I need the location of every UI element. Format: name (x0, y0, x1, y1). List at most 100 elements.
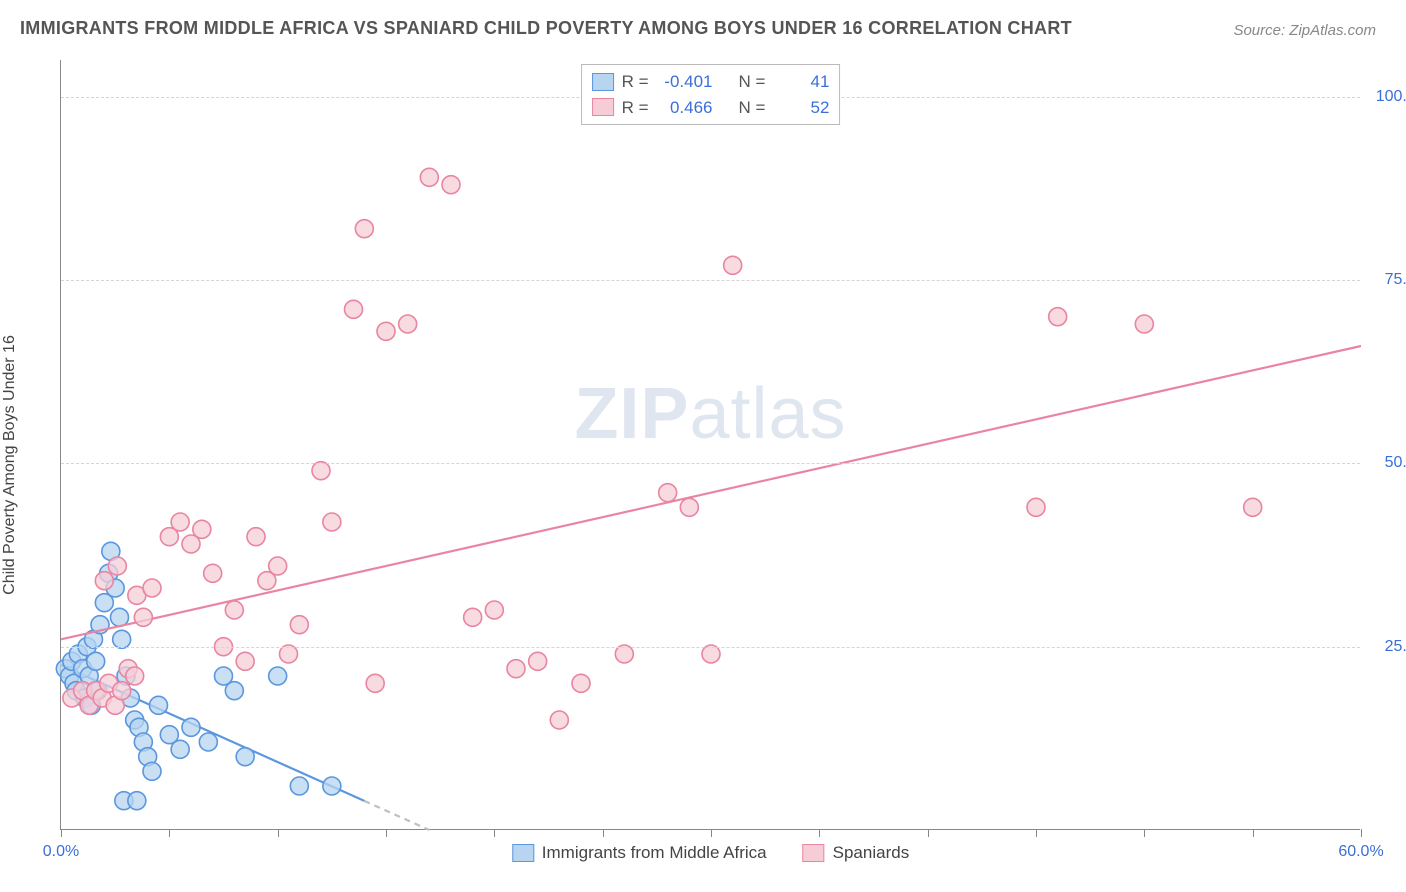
correlation-legend: R = -0.401 N = 41 R = 0.466 N = 52 (581, 64, 841, 125)
data-point (1049, 308, 1067, 326)
n-label: N = (739, 95, 766, 121)
x-tick (1253, 829, 1254, 837)
gridline (61, 280, 1360, 281)
scatter-svg-layer (61, 60, 1360, 829)
legend-item-spaniards: Spaniards (803, 843, 910, 863)
data-point (507, 660, 525, 678)
x-tick (386, 829, 387, 837)
swatch-spaniards (592, 98, 614, 116)
data-point (420, 168, 438, 186)
data-point (345, 300, 363, 318)
data-point (1027, 498, 1045, 516)
n-label: N = (739, 69, 766, 95)
data-point (659, 484, 677, 502)
data-point (236, 652, 254, 670)
legend-item-immigrants: Immigrants from Middle Africa (512, 843, 767, 863)
n-value-immigrants: 41 (773, 69, 829, 95)
x-tick (1036, 829, 1037, 837)
data-point (464, 608, 482, 626)
data-point (399, 315, 417, 333)
x-tick (1361, 829, 1362, 837)
data-point (550, 711, 568, 729)
data-point (171, 740, 189, 758)
series-legend: Immigrants from Middle Africa Spaniards (512, 843, 909, 863)
data-point (572, 674, 590, 692)
plot-area: ZIPatlas R = -0.401 N = 41 R = 0.466 N =… (60, 60, 1360, 830)
x-tick (819, 829, 820, 837)
x-tick (603, 829, 604, 837)
r-value-immigrants: -0.401 (657, 69, 713, 95)
swatch-spaniards (803, 844, 825, 862)
data-point (108, 557, 126, 575)
chart-container: Child Poverty Among Boys Under 16 ZIPatl… (20, 50, 1390, 880)
x-tick (169, 829, 170, 837)
legend-label-spaniards: Spaniards (833, 843, 910, 863)
data-point (366, 674, 384, 692)
data-point (442, 176, 460, 194)
x-tick-label: 0.0% (43, 843, 79, 861)
y-tick-label: 75.0% (1385, 271, 1406, 289)
x-tick (928, 829, 929, 837)
data-point (171, 513, 189, 531)
legend-label-immigrants: Immigrants from Middle Africa (542, 843, 767, 863)
data-point (87, 652, 105, 670)
data-point (323, 513, 341, 531)
data-point (1135, 315, 1153, 333)
n-value-spaniards: 52 (773, 95, 829, 121)
swatch-immigrants (592, 73, 614, 91)
y-tick-label: 25.0% (1385, 638, 1406, 656)
data-point (290, 777, 308, 795)
data-point (225, 601, 243, 619)
x-tick-label: 60.0% (1338, 843, 1383, 861)
y-axis-label: Child Poverty Among Boys Under 16 (1, 335, 19, 595)
data-point (126, 667, 144, 685)
source-attribution: Source: ZipAtlas.com (1233, 22, 1376, 39)
y-tick-label: 100.0% (1376, 88, 1406, 106)
gridline (61, 647, 1360, 648)
data-point (143, 762, 161, 780)
trend-line (61, 346, 1361, 639)
data-point (225, 682, 243, 700)
data-point (702, 645, 720, 663)
y-tick-label: 50.0% (1385, 454, 1406, 472)
data-point (280, 645, 298, 663)
data-point (95, 572, 113, 590)
trend-line-extrapolated (364, 801, 429, 830)
data-point (128, 792, 146, 810)
data-point (485, 601, 503, 619)
data-point (182, 718, 200, 736)
data-point (199, 733, 217, 751)
data-point (113, 630, 131, 648)
gridline (61, 463, 1360, 464)
r-label: R = (622, 69, 649, 95)
x-tick (711, 829, 712, 837)
data-point (236, 748, 254, 766)
data-point (247, 528, 265, 546)
data-point (269, 667, 287, 685)
data-point (134, 608, 152, 626)
data-point (1244, 498, 1262, 516)
data-point (529, 652, 547, 670)
data-point (680, 498, 698, 516)
data-point (143, 579, 161, 597)
data-point (204, 564, 222, 582)
data-point (113, 682, 131, 700)
data-point (377, 322, 395, 340)
data-point (355, 220, 373, 238)
legend-row-immigrants: R = -0.401 N = 41 (592, 69, 830, 95)
x-tick (278, 829, 279, 837)
data-point (724, 256, 742, 274)
data-point (269, 557, 287, 575)
r-value-spaniards: 0.466 (657, 95, 713, 121)
data-point (312, 462, 330, 480)
x-tick (494, 829, 495, 837)
r-label: R = (622, 95, 649, 121)
swatch-immigrants (512, 844, 534, 862)
data-point (150, 696, 168, 714)
legend-row-spaniards: R = 0.466 N = 52 (592, 95, 830, 121)
chart-title: IMMIGRANTS FROM MIDDLE AFRICA VS SPANIAR… (20, 18, 1072, 39)
data-point (615, 645, 633, 663)
x-tick (61, 829, 62, 837)
data-point (193, 520, 211, 538)
data-point (290, 616, 308, 634)
